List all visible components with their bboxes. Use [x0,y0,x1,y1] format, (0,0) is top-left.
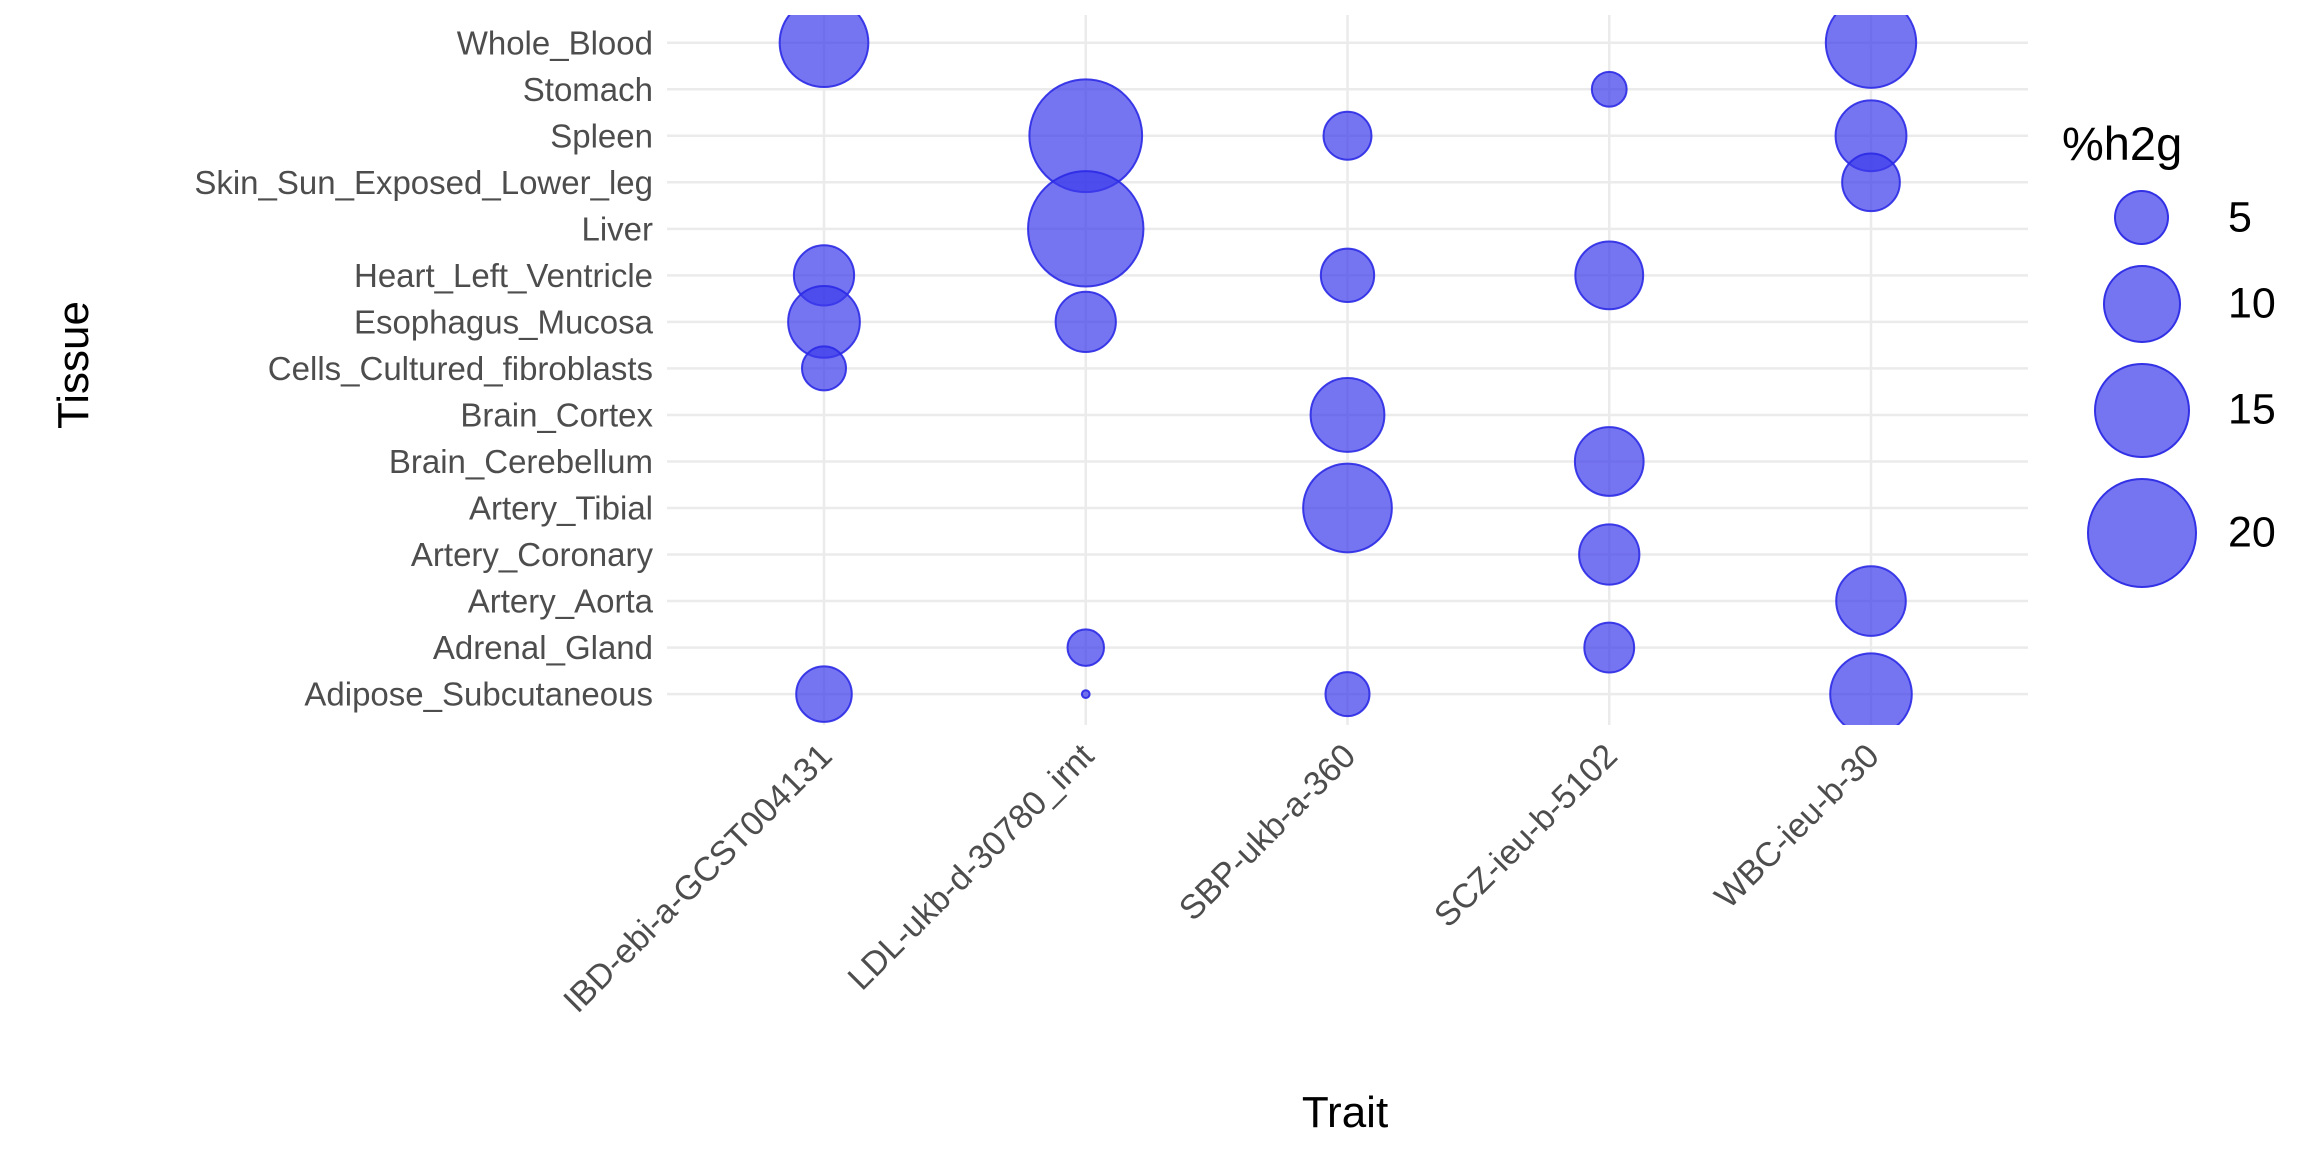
legend-title: %h2g [2062,117,2183,170]
y-tick-label: Artery_Aorta [468,583,654,620]
x-tick-label: LDL-ukb-d-30780_irnt [841,736,1102,997]
legend-size-label: 15 [2228,385,2276,434]
bubble [1841,152,1901,213]
y-tick-labels: Whole_Blood Stomach Spleen Skin_Sun_Exposed… [194,24,653,712]
legend-size-label: 10 [2228,279,2276,328]
bubble [1573,426,1645,497]
bubble [1054,290,1117,354]
y-tick-label: Artery_Tibial [469,490,653,527]
y-tick-label: Cells_Cultured_fibroblasts [268,350,653,387]
y-tick-label: Artery_Coronary [411,536,654,573]
y-tick-label: Whole_Blood [457,24,653,61]
bubble [1574,240,1645,311]
y-tick-label: Esophagus_Mucosa [354,303,654,340]
y-tick-label: Brain_Cerebellum [389,443,653,480]
bubble [795,665,853,723]
bubble [800,345,848,392]
bubble [1824,15,1918,89]
y-tick-label: Spleen [550,117,653,154]
y-tick-label: Adrenal_Gland [433,629,653,666]
legend-size-circle [2094,362,2190,459]
bubble [1322,110,1373,161]
x-axis-title: Trait [1301,1088,1389,1137]
bubbles [778,15,1918,725]
bubble [1578,523,1641,586]
bubble [1080,689,1091,700]
legend-size-circle [2103,265,2181,343]
bubble [1309,377,1386,453]
y-tick-label: Adipose_Subcutaneous [304,676,653,713]
bubble [1590,70,1628,108]
bubble [1027,170,1145,288]
bubble [1583,621,1636,674]
bubble [1319,247,1376,304]
bubble [1302,462,1393,554]
bubble [778,15,870,89]
x-tick-label: IBD-ebi-a-GCST004131 [556,737,839,1020]
legend-size-circle [2114,190,2170,245]
x-tick-label: SBP-ukb-a-360 [1172,737,1363,928]
legend-size-circle [2086,478,2197,589]
y-tick-label: Liver [581,210,653,247]
legend-size-label: 5 [2228,193,2252,241]
bubble [1324,671,1371,718]
y-axis-title: Tissue [48,301,98,429]
x-tick-label: SCZ-ieu-b-5102 [1427,737,1625,935]
bubble [1066,628,1105,667]
legend-size-label: 20 [2228,508,2276,557]
y-tick-label: Brain_Cortex [460,396,653,433]
x-tick-labels: IBD-ebi-a-GCST004131 LDL-ukb-d-30780_irnt… [556,736,1886,1020]
y-tick-label: Heart_Left_Ventricle [354,257,653,294]
y-tick-label: Skin_Sun_Exposed_Lower_leg [194,164,653,201]
x-tick-label: WBC-ieu-b-30 [1707,737,1886,916]
bubble [1835,565,1907,637]
bubble [1829,652,1913,725]
y-tick-label: Stomach [523,71,653,108]
